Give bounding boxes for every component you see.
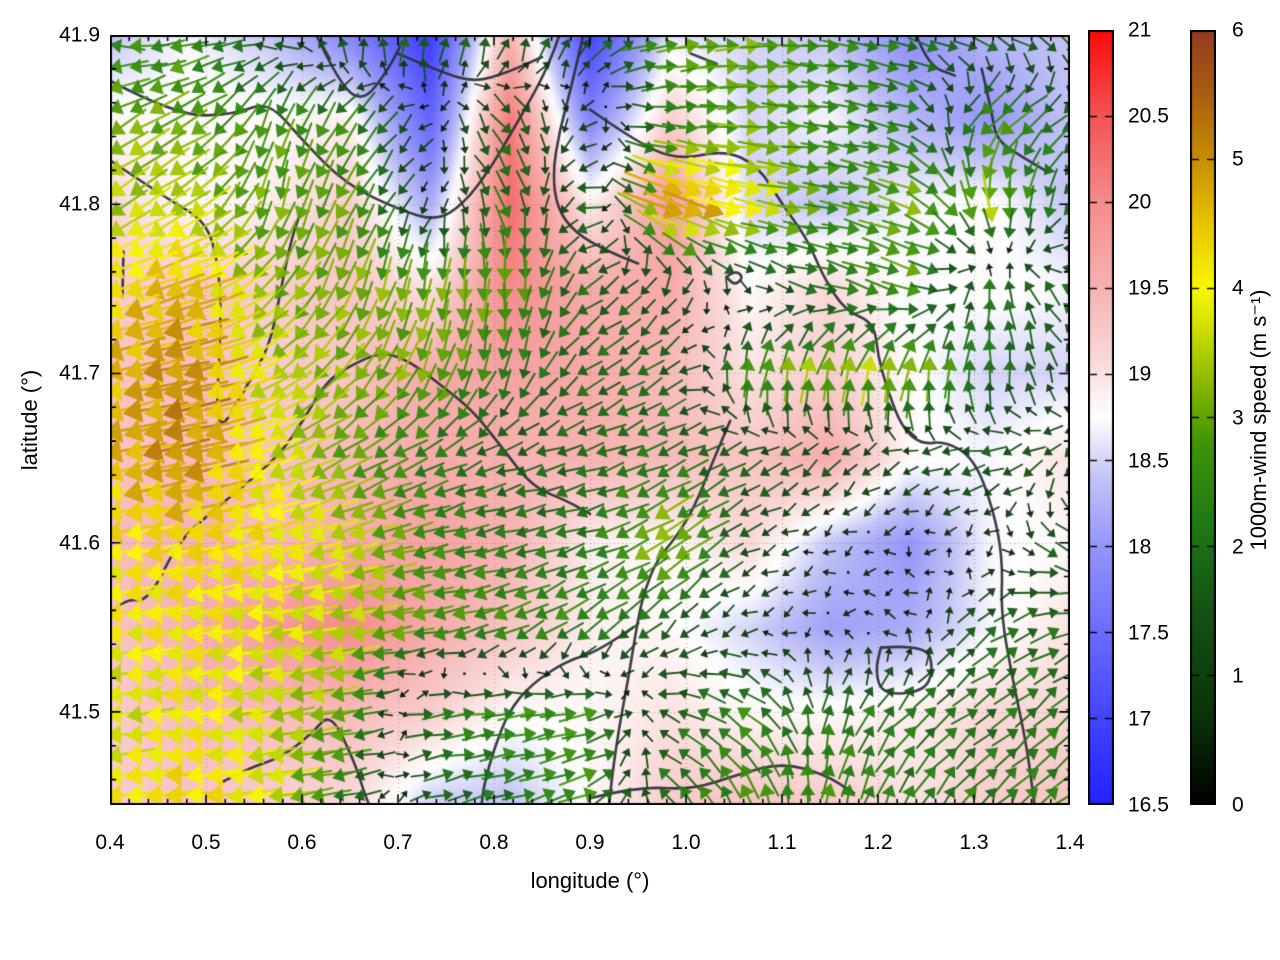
y-tick-label: 41.8: [59, 192, 100, 216]
temperature-colorbar-tick-label: 18.5: [1128, 449, 1169, 473]
wind-colorbar-tick-label: 2: [1232, 535, 1244, 559]
y-tick-label: 41.9: [59, 23, 100, 47]
wind-colorbar-tick-label: 5: [1232, 147, 1244, 171]
temperature-colorbar-tick-label: 17.5: [1128, 621, 1169, 645]
temperature-colorbar-tick-label: 19.5: [1128, 276, 1169, 300]
wind-colorbar-tick-label: 4: [1232, 276, 1244, 300]
wind-colorbar-tick-label: 6: [1232, 18, 1244, 42]
wind-speed-colorbar: [1190, 30, 1216, 805]
temperature-colorbar-tick-label: 17: [1128, 707, 1152, 731]
x-tick-label: 0.5: [191, 831, 221, 854]
x-tick-label: 1.3: [959, 831, 989, 854]
y-axis-label: latitude (°): [17, 369, 42, 471]
x-tick-label: 1.2: [863, 831, 893, 854]
temperature-colorbar-tick-label: 20: [1128, 190, 1152, 214]
temperature-colorbar-tick-label: 16.5: [1128, 793, 1169, 817]
map-plot-canvas: [110, 35, 1070, 805]
x-tick-label: 0.8: [479, 831, 509, 854]
x-tick-label: 0.9: [575, 831, 605, 854]
wind-colorbar-tick-label: 0: [1232, 793, 1244, 817]
x-tick-label: 1.4: [1055, 831, 1085, 854]
temperature-colorbar-tick-label: 21: [1128, 18, 1152, 42]
y-tick-label: 41.7: [59, 361, 100, 385]
x-tick-label: 0.4: [95, 831, 125, 854]
temperature-colorbar-tick-label: 20.5: [1128, 104, 1169, 128]
y-tick-label: 41.5: [59, 700, 100, 724]
x-tick-label: 1.0: [671, 831, 701, 854]
x-tick-label: 0.7: [383, 831, 413, 854]
temperature-colorbar-tick-label: 18: [1128, 535, 1152, 559]
y-tick-label: 41.6: [59, 531, 100, 555]
temperature-colorbar-tick-label: 19: [1128, 362, 1152, 386]
x-tick-label: 0.6: [287, 831, 317, 854]
x-tick-label: 1.1: [767, 831, 797, 854]
wind-colorbar-tick-label: 1: [1232, 664, 1244, 688]
x-axis-label: longitude (°): [530, 868, 650, 893]
wind-colorbar-label: 1000m-wind speed (m s⁻¹): [1246, 289, 1271, 551]
temperature-colorbar: [1088, 30, 1114, 805]
wind-colorbar-tick-label: 3: [1232, 406, 1244, 429]
